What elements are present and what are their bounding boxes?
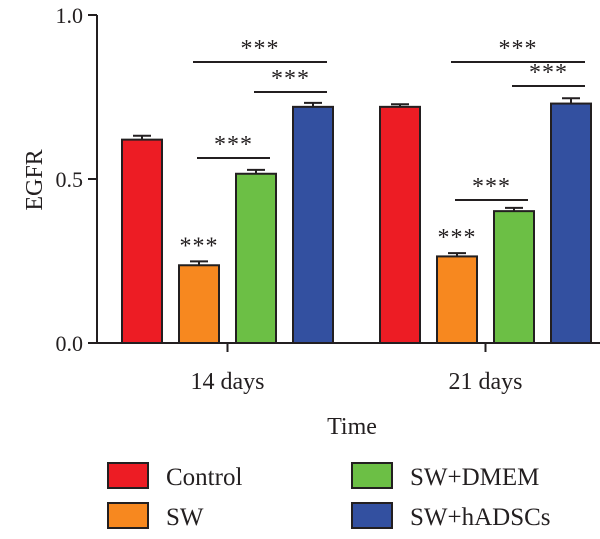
bar <box>550 102 592 344</box>
bar <box>436 255 478 344</box>
legend-label: SW <box>166 504 204 531</box>
y-axis-label: EGFR <box>22 149 48 210</box>
bar <box>493 210 535 344</box>
y-tick-label: 0.5 <box>56 167 84 192</box>
bar <box>292 105 334 344</box>
x-tick-label: 14 days <box>191 369 265 395</box>
significance-label: *** <box>214 132 253 158</box>
significance-label: *** <box>271 66 310 92</box>
significance-label: *** <box>438 225 477 251</box>
x-tick-label: 21 days <box>449 369 523 395</box>
chart-marks: 0.00.51.014 days 21 days*** **************… <box>56 3 600 395</box>
bar <box>121 138 163 344</box>
bar <box>178 264 220 345</box>
legend-swatch <box>107 502 149 529</box>
significance-label: *** <box>241 36 280 62</box>
x-axis-label: Time <box>327 414 377 440</box>
significance-label: *** <box>472 174 511 200</box>
significance-label: *** <box>529 60 568 86</box>
legend: Control SW+DMEM SW SW+hADSCs <box>107 462 551 531</box>
legend-swatch <box>351 502 393 529</box>
y-tick-label: 0.0 <box>56 331 84 356</box>
bar <box>379 105 421 344</box>
legend-swatch <box>107 462 149 489</box>
legend-label: SW+hADSCs <box>410 504 551 531</box>
legend-label: Control <box>166 464 242 491</box>
y-tick-label: 1.0 <box>56 3 84 28</box>
legend-label: SW+DMEM <box>410 464 539 491</box>
legend-swatch <box>351 462 393 489</box>
significance-label: *** <box>499 36 538 62</box>
significance-label: *** <box>180 233 219 259</box>
bar <box>235 172 277 344</box>
